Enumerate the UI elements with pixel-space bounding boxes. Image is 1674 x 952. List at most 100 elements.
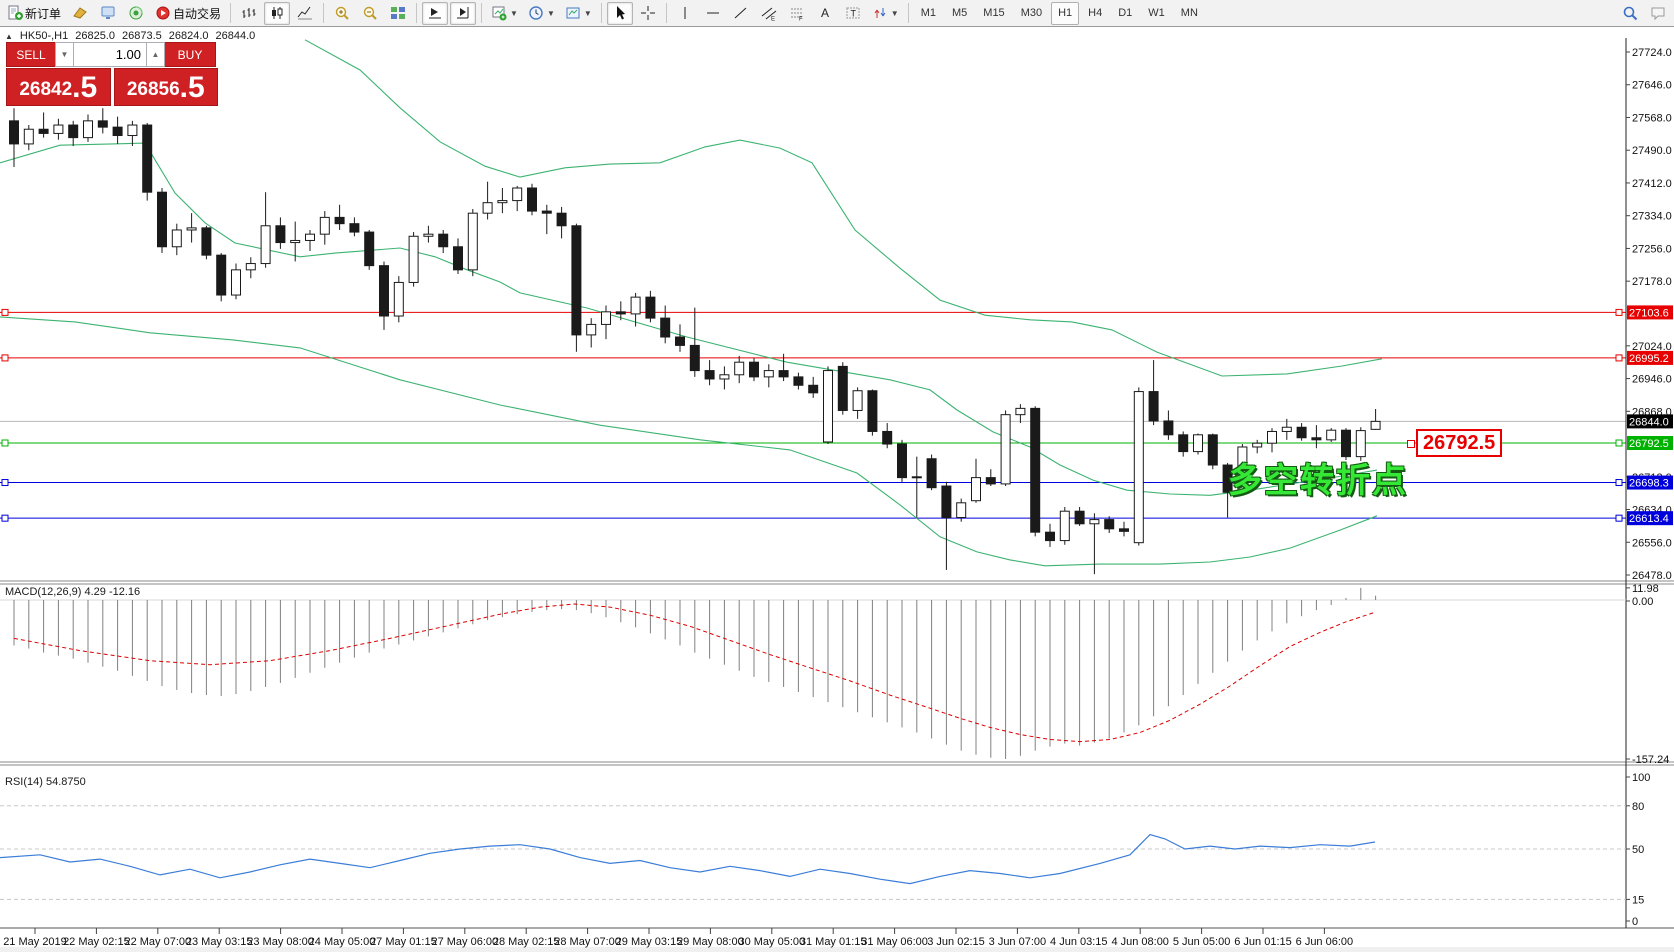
time-axis-label: 6 Jun 06:00 <box>1296 936 1354 948</box>
sell-price-main: 26842 <box>19 79 73 100</box>
svg-text:15: 15 <box>1632 894 1644 906</box>
svg-text:26613.4: 26613.4 <box>1629 513 1669 525</box>
svg-text:27334.0: 27334.0 <box>1632 211 1672 223</box>
fibonacci-icon: F <box>789 5 805 23</box>
chevron-down-icon[interactable]: ▼ <box>890 8 899 18</box>
templates-button[interactable]: ▼ <box>561 2 596 25</box>
bar-low: 26824.0 <box>168 30 209 42</box>
market-watch-button[interactable] <box>95 2 121 25</box>
signals-button[interactable] <box>123 2 149 25</box>
timeframe-w1-button[interactable]: W1 <box>1148 7 1165 19</box>
new-chart-button[interactable]: ▼ <box>487 2 522 25</box>
rsi-pane <box>0 805 1626 900</box>
svg-text:26698.3: 26698.3 <box>1629 478 1669 490</box>
collapse-panel-icon[interactable]: ▲ <box>5 31 13 41</box>
sell-price-frac: .5 <box>72 71 98 104</box>
sell-button[interactable]: SELL <box>6 42 55 67</box>
timeframe-d1-button[interactable]: D1 <box>1118 7 1133 19</box>
chat-button[interactable] <box>1645 2 1671 25</box>
volume-up-button[interactable]: ▲ <box>146 42 165 67</box>
rsi-indicator-label: RSI(14) 54.8750 <box>5 776 86 788</box>
chevron-down-icon[interactable]: ▼ <box>546 8 555 18</box>
svg-text:27024.0: 27024.0 <box>1632 341 1672 353</box>
styler-icon <box>72 5 88 21</box>
svg-text:50: 50 <box>1632 844 1644 856</box>
price-tag-anchor <box>1407 440 1415 448</box>
axis-price-label: 26995.2 <box>1627 350 1673 365</box>
zoom-in-button[interactable] <box>329 2 355 25</box>
bar-chart-button[interactable] <box>236 2 262 25</box>
auto-trading-button[interactable]: 自动交易 <box>151 2 225 25</box>
timeframe-m1-button[interactable]: M1 <box>920 7 936 19</box>
crosshair-button[interactable] <box>635 2 661 25</box>
macd-signal-line <box>13 603 1376 743</box>
styler-button[interactable] <box>67 2 93 25</box>
svg-text:27490.0: 27490.0 <box>1632 145 1672 157</box>
candlestick-chart-button[interactable] <box>264 1 291 25</box>
line-chart-button[interactable] <box>292 2 318 25</box>
svg-text:27724.0: 27724.0 <box>1632 47 1672 59</box>
equidistant-channel-button[interactable]: E <box>756 2 782 25</box>
signals-icon <box>128 5 144 21</box>
svg-text:F: F <box>799 17 803 22</box>
chevron-down-icon[interactable]: ▼ <box>510 8 518 18</box>
axis-price-label: 26613.4 <box>1627 511 1673 526</box>
volume-down-button[interactable]: ▼ <box>55 42 74 67</box>
rsi-name: RSI(14) <box>5 776 43 788</box>
bollinger-middle-band <box>0 142 1378 496</box>
buy-price[interactable]: 26856.5 <box>113 68 218 106</box>
auto-scroll-button[interactable] <box>422 1 449 25</box>
horizontal-line-button[interactable] <box>700 2 726 25</box>
cursor-button[interactable] <box>606 1 633 25</box>
trendline-button[interactable] <box>728 2 754 25</box>
price-chart[interactable]: 27724.0 27646.0 27568.0 27490.0 27412.0 27334… <box>0 27 1674 952</box>
timeframe-h4-button[interactable]: H4 <box>1088 7 1103 19</box>
label-button[interactable]: T <box>840 2 866 25</box>
buy-button[interactable]: BUY <box>165 42 216 67</box>
tile-windows-button[interactable] <box>385 2 411 25</box>
time-axis-label: 22 May 07:00 <box>124 936 191 948</box>
timeframe-m15-button[interactable]: M15 <box>983 7 1005 19</box>
sell-price[interactable]: 26842.5 <box>6 68 111 106</box>
svg-text:27646.0: 27646.0 <box>1632 80 1672 92</box>
cursor-icon <box>612 5 628 21</box>
toolbar-separator <box>230 3 232 23</box>
vertical-line-button[interactable] <box>672 2 698 25</box>
toolbar-separator <box>323 3 325 23</box>
price-tag-label[interactable]: 26792.5 <box>1416 429 1503 457</box>
horizontal-line-icon <box>705 5 721 21</box>
time-axis-label: 27 May 06:00 <box>431 936 498 948</box>
axis-price-label: 27103.6 <box>1627 305 1673 320</box>
templates-icon <box>565 5 581 21</box>
svg-text:27256.0: 27256.0 <box>1632 243 1672 255</box>
arrows-button[interactable]: ▼ <box>868 2 903 25</box>
chevron-down-icon[interactable]: ▼ <box>583 8 592 18</box>
chart-shift-button[interactable] <box>450 1 477 25</box>
text-button[interactable]: A <box>812 2 838 25</box>
svg-text:26844.0: 26844.0 <box>1629 416 1669 428</box>
chart-header: ▲ HK50-,H1 26825.0 26873.5 26824.0 26844… <box>5 30 255 42</box>
fibonacci-button[interactable]: F <box>784 2 810 25</box>
turning-point-annotation[interactable]: 多空转折点 <box>1228 462 1408 500</box>
auto-scroll-icon <box>427 5 443 21</box>
volume-input[interactable] <box>74 42 146 67</box>
bollinger-upper-band <box>304 39 1383 377</box>
vertical-line-icon <box>677 5 693 21</box>
timeframe-m30-button[interactable]: M30 <box>1020 7 1043 19</box>
timeframe-m5-button[interactable]: M5 <box>952 7 968 19</box>
zoom-out-button[interactable] <box>357 2 383 25</box>
new-order-button[interactable]: 新订单 <box>3 2 65 25</box>
time-axis-label: 3 Jun 07:00 <box>989 936 1047 948</box>
crosshair-icon <box>640 5 656 21</box>
new-chart-icon <box>491 5 507 21</box>
time-axis-label: 3 Jun 02:15 <box>927 936 985 948</box>
search-button[interactable] <box>1617 2 1643 25</box>
new-order-icon <box>7 5 23 21</box>
bar-open: 26825.0 <box>75 30 115 42</box>
periods-button[interactable]: ▼ <box>524 2 559 25</box>
svg-text:0.00: 0.00 <box>1632 596 1653 608</box>
timeframe-mn-button[interactable]: MN <box>1180 7 1198 19</box>
timeframe-h1-button[interactable]: H1 <box>1051 1 1080 25</box>
toolbar-separator <box>907 3 909 23</box>
